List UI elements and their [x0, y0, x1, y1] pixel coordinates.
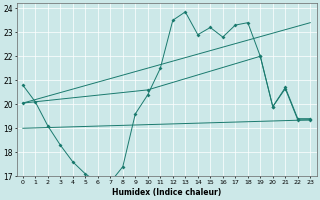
X-axis label: Humidex (Indice chaleur): Humidex (Indice chaleur) [112, 188, 221, 197]
